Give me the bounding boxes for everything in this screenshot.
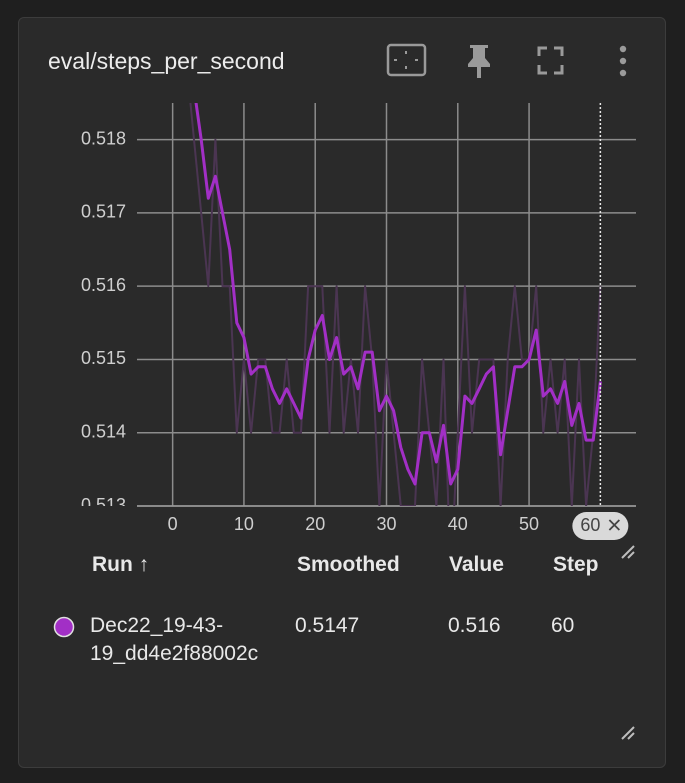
x-tick-label: 30 <box>376 514 396 534</box>
x-tick-label: 40 <box>448 514 468 534</box>
y-tick-label: 0.516 <box>81 275 126 295</box>
cursor-close[interactable] <box>608 519 620 531</box>
smoothed-value: 0.5147 <box>295 614 360 637</box>
x-tick-label: 50 <box>519 514 539 534</box>
cursor-step-label: 60 <box>580 515 600 535</box>
resize-handle[interactable] <box>621 726 635 740</box>
value: 0.516 <box>448 614 501 637</box>
card-title: eval/steps_per_second <box>48 48 285 74</box>
resize-handle[interactable] <box>621 545 635 559</box>
cursor-chip <box>572 512 629 540</box>
run-name: Dec22_19-43-19_dd4e2f88002c <box>90 614 259 665</box>
y-tick-label: 0.513 <box>81 495 126 515</box>
column-header[interactable]: Step <box>553 553 599 576</box>
column-header[interactable]: Run ↑ <box>92 553 150 576</box>
more-button[interactable] <box>619 45 627 77</box>
x-tick-label: 0 <box>168 514 178 534</box>
pin-button[interactable] <box>468 45 490 78</box>
fullscreen-button[interactable] <box>537 46 564 75</box>
x-tick-label: 10 <box>234 514 254 534</box>
run-color-swatch[interactable] <box>53 616 75 638</box>
y-tick-label: 0.518 <box>81 128 126 148</box>
y-tick-label: 0.514 <box>81 421 126 441</box>
x-tick-label: 20 <box>305 514 325 534</box>
y-tick-label: 0.515 <box>81 348 126 368</box>
y-tick-label: 0.517 <box>81 202 126 222</box>
column-header[interactable]: Value <box>449 553 504 576</box>
series-line <box>194 103 602 486</box>
step: 60 <box>551 614 575 637</box>
series-line <box>189 103 602 506</box>
plot-area: 0.513 0.514 0.515 0.516 0.517 0.518 0 10 20 30 40 5… <box>81 103 636 540</box>
column-header[interactable]: Smoothed <box>297 553 400 576</box>
fit-domain-button[interactable] <box>386 43 427 77</box>
